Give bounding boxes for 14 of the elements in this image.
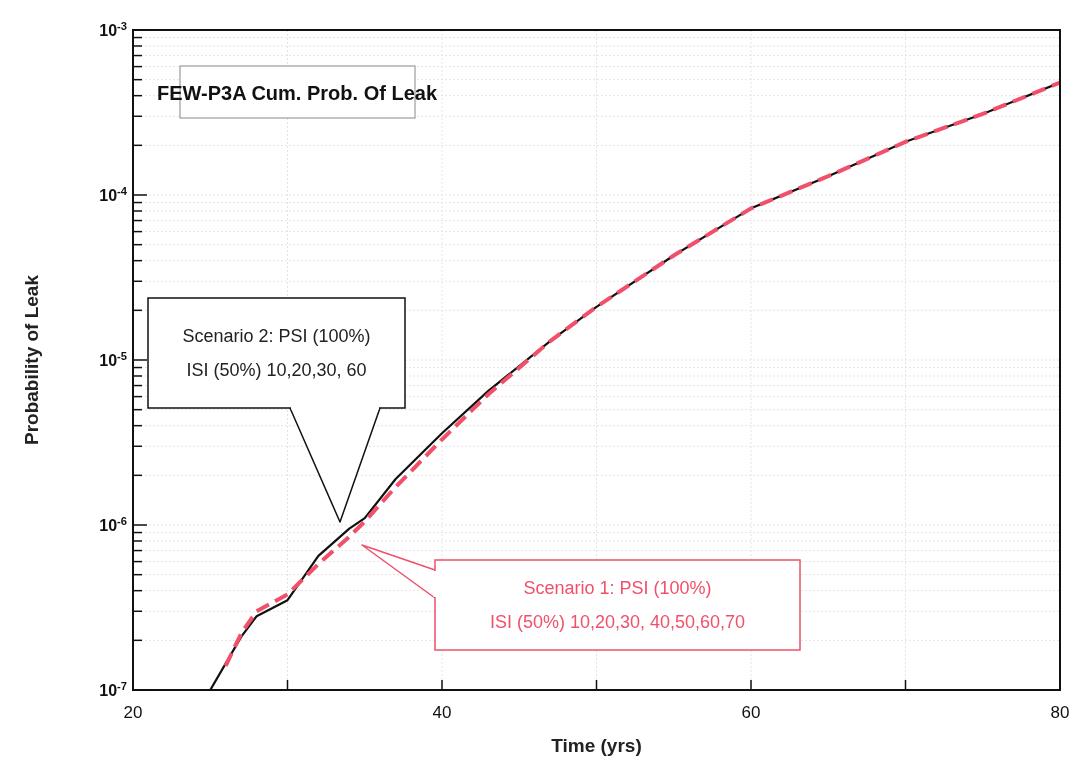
x-tick-label: 80 xyxy=(1050,703,1070,722)
x-tick-label: 60 xyxy=(741,703,761,722)
x-tick-label: 40 xyxy=(432,703,452,722)
y-tick-label: 10$^{-4}$ xyxy=(99,185,128,204)
x-tick-label: 20 xyxy=(123,703,143,722)
y-axis-title: Probability of Leak xyxy=(21,274,42,445)
annotation: Scenario 1: PSI (100%) ISI (50%) 10,20,30, 40,50,60,70 xyxy=(489,578,746,632)
y-tick-label: 10$^{-5}$ xyxy=(99,350,127,369)
annotation: Scenario 2: PSI (100%) ISI (50%) 10,20,30, 60 xyxy=(182,326,371,380)
y-tick-label: 10$^{-6}$ xyxy=(99,515,127,534)
y-tick-label: 10$^{-3}$ xyxy=(99,20,127,39)
text: FEW-P3A Cum. Prob. Of Leak xyxy=(157,82,438,104)
x-axis-title: Time (yrs) xyxy=(551,735,642,756)
y-tick-label: 10$^{-7}$ xyxy=(99,680,127,699)
